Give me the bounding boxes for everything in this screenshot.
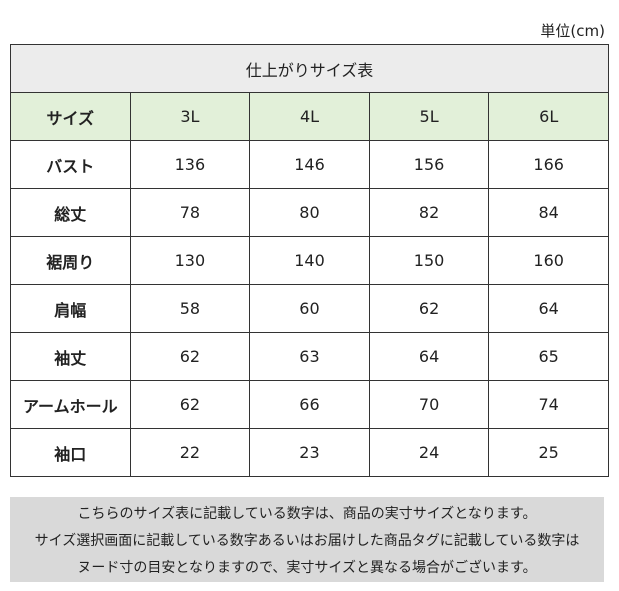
size-value: 84 (488, 188, 609, 237)
header-cell: 4L (249, 92, 370, 141)
data-row: 肩幅 58 60 62 64 (10, 284, 609, 333)
size-value: 156 (368, 140, 490, 189)
size-value: 62 (129, 332, 251, 381)
data-row: 袖丈 62 63 64 65 (10, 332, 609, 381)
header-cell: 6L (488, 92, 609, 141)
header-row: サイズ 3L 4L 5L 6L (10, 92, 609, 141)
size-value: 24 (368, 428, 490, 477)
size-value: 146 (249, 140, 370, 189)
row-label: 袖口 (10, 428, 131, 477)
size-value: 58 (129, 284, 251, 333)
size-value: 62 (368, 284, 490, 333)
note-box: こちらのサイズ表に記載している数字は、商品の実寸サイズとなります。サイズ選択画面… (10, 497, 604, 582)
size-value: 64 (368, 332, 490, 381)
size-value: 130 (129, 236, 251, 285)
size-value: 62 (129, 380, 251, 429)
title-row: 仕上がりサイズ表 (10, 44, 609, 93)
data-row: 裾周り 130 140 150 160 (10, 236, 609, 285)
row-label: 総丈 (10, 188, 131, 237)
data-row: 総丈 78 80 82 84 (10, 188, 609, 237)
size-value: 60 (249, 284, 370, 333)
note-line: サイズ選択画面に記載している数字あるいはお届けした商品タグに記載している数字は (34, 532, 580, 549)
size-value: 150 (368, 236, 490, 285)
size-value: 80 (249, 188, 370, 237)
row-label: アームホール (10, 380, 131, 429)
size-value: 140 (249, 236, 370, 285)
size-value: 78 (129, 188, 251, 237)
size-value: 66 (249, 380, 370, 429)
table-title: 仕上がりサイズ表 (10, 44, 609, 93)
size-value: 74 (488, 380, 609, 429)
row-label: 裾周り (10, 236, 131, 285)
header-cell: 5L (368, 92, 490, 141)
size-value: 160 (488, 236, 609, 285)
unit-label: 単位(cm) (540, 22, 605, 40)
size-value: 65 (488, 332, 609, 381)
row-label: 袖丈 (10, 332, 131, 381)
header-cell: 3L (129, 92, 251, 141)
data-row: 袖口 22 23 24 25 (10, 428, 609, 477)
size-value: 64 (488, 284, 609, 333)
size-value: 166 (488, 140, 609, 189)
size-value: 82 (368, 188, 490, 237)
size-value: 70 (368, 380, 490, 429)
size-table: 仕上がりサイズ表 サイズ 3L 4L 5L 6L バスト 136 146 156 166 総丈 78 80… (10, 44, 609, 477)
row-label: バスト (10, 140, 131, 189)
note-line: ヌード寸の目安となりますので、実寸サイズと異なる場合がございます。 (77, 559, 537, 576)
size-value: 136 (129, 140, 251, 189)
size-value: 22 (129, 428, 251, 477)
size-value: 23 (249, 428, 370, 477)
note-line: こちらのサイズ表に記載している数字は、商品の実寸サイズとなります。 (77, 505, 537, 522)
data-row: バスト 136 146 156 166 (10, 140, 609, 189)
data-row: アームホール 62 66 70 74 (10, 380, 609, 429)
size-value: 63 (249, 332, 370, 381)
size-value: 25 (488, 428, 609, 477)
header-cell: サイズ (10, 92, 131, 141)
row-label: 肩幅 (10, 284, 131, 333)
